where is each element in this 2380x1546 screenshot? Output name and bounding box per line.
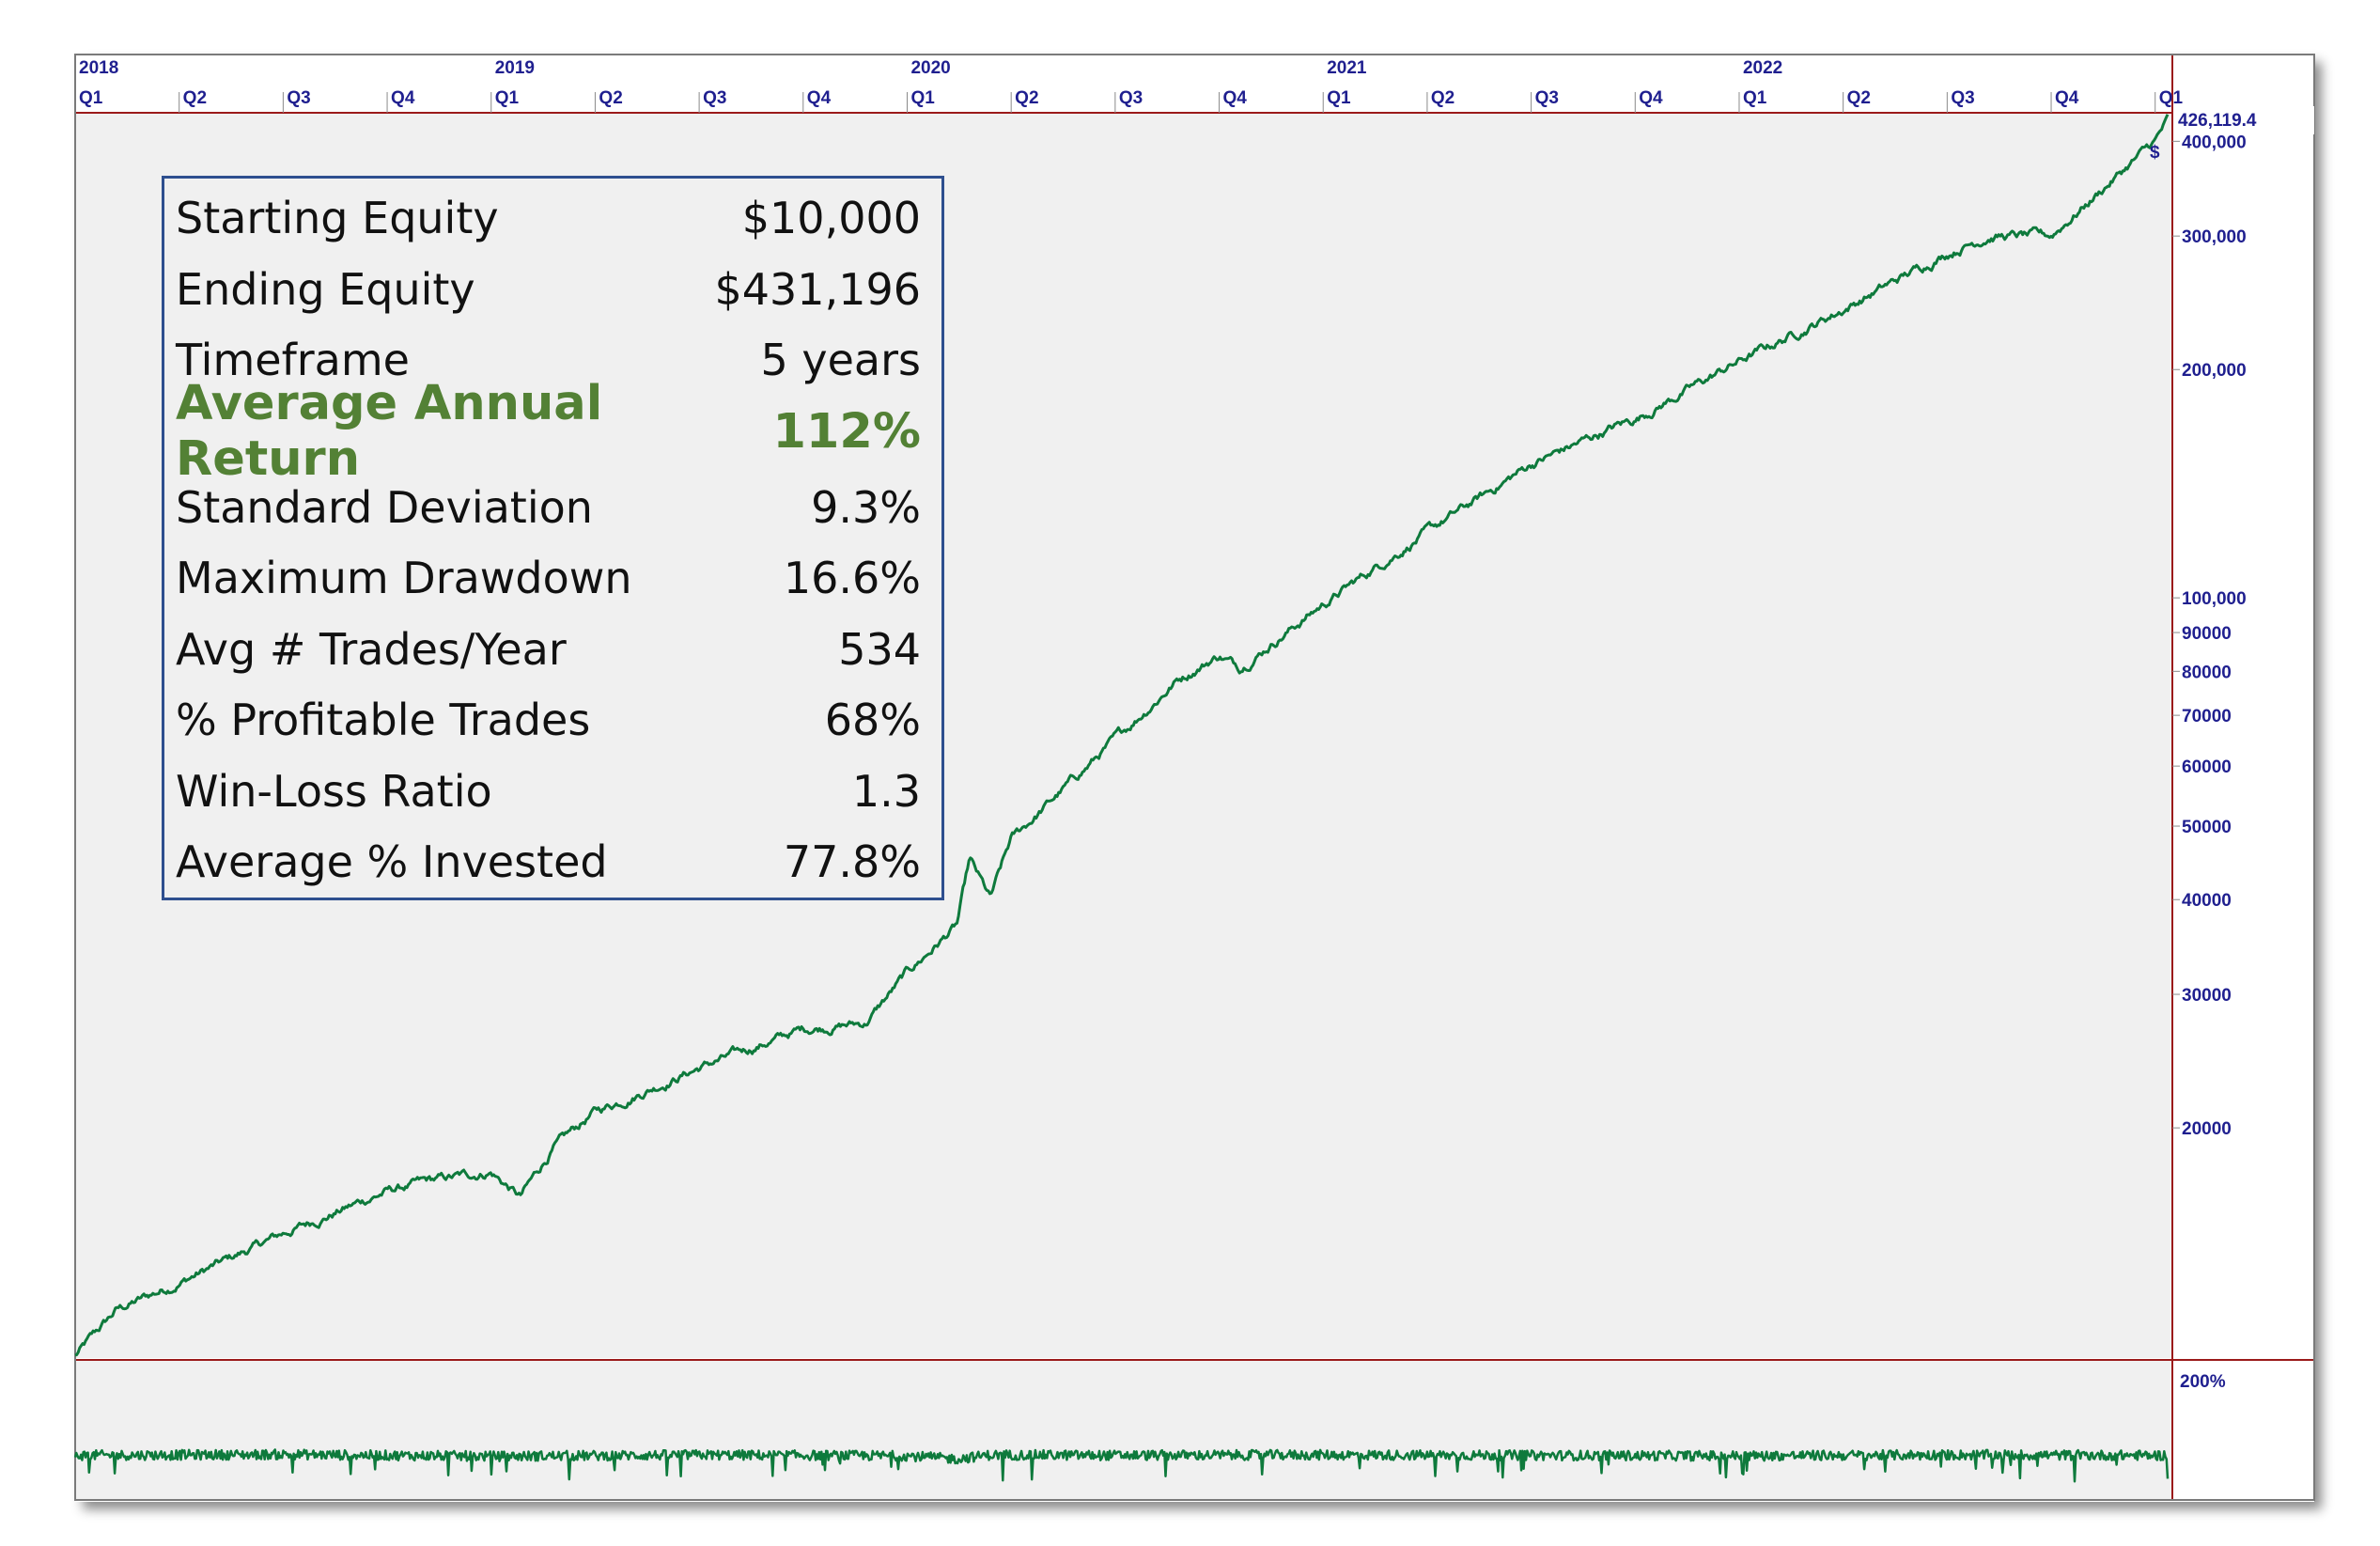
stat-row: Avg # Trades/Year 534 (176, 617, 921, 682)
price-axis: 400,000 300,000 200,000 100,000 90000 80000 70… (2172, 133, 2247, 1139)
year-tick-label: 2018 (79, 58, 118, 78)
stat-value: 16.6% (783, 553, 921, 603)
stat-row: Average Annual Return 112% (176, 376, 921, 487)
performance-summary-box: Starting Equity $10,000 Ending Equity $431,… (162, 176, 944, 900)
time-axis-band (75, 55, 2172, 113)
quarter-tick-label: Q2 (1015, 88, 1038, 108)
year-tick-label: 2022 (1743, 58, 1782, 78)
quarter-tick-label: Q2 (599, 88, 622, 108)
quarter-tick-label: Q3 (1119, 88, 1143, 108)
stat-row: Timeframe 5 years (176, 327, 921, 393)
price-axis-band (2172, 55, 2314, 1502)
stat-value: 1.3 (851, 766, 921, 817)
stat-label: Average % Invested (176, 836, 608, 887)
stat-row: Ending Equity $431,196 (176, 257, 921, 322)
quarter-tick-label: Q1 (2159, 88, 2184, 108)
stat-row: Maximum Drawdown 16.6% (176, 545, 921, 611)
quarter-tick-label: Q4 (391, 88, 415, 108)
currency-marker: $ (2150, 143, 2160, 163)
stat-label: Maximum Drawdown (176, 553, 632, 603)
stat-row: Starting Equity $10,000 (176, 185, 921, 251)
indicator-plot-area (75, 1361, 2172, 1500)
price-tick-label: 90000 (2182, 624, 2232, 644)
last-value-label: 426,119.4 (2178, 111, 2257, 131)
stat-value: $431,196 (714, 264, 922, 315)
quarter-tick-label: Q1 (1327, 88, 1351, 108)
price-tick-label: 400,000 (2182, 133, 2247, 152)
quarter-tick-label: Q3 (1951, 88, 1974, 108)
quarter-tick-label: Q1 (1743, 88, 1767, 108)
last-value-label-bg (2173, 106, 2314, 134)
stat-value: $10,000 (741, 193, 921, 243)
price-tick-label: 20000 (2182, 1119, 2232, 1139)
equity-series (74, 114, 2170, 1357)
stat-label: Avg # Trades/Year (176, 624, 567, 675)
price-tick-label: 300,000 (2182, 227, 2247, 247)
invested-series (73, 1448, 2170, 1483)
stat-value: 68% (824, 695, 921, 745)
indicator-tick-label: 200% (2180, 1372, 2226, 1392)
quarter-tick-label: Q2 (1847, 88, 1871, 108)
quarter-tick-label: Q4 (807, 88, 832, 108)
stat-row: Win-Loss Ratio 1.3 (176, 758, 921, 824)
price-tick-label: 200,000 (2182, 361, 2247, 381)
year-tick-label: 2021 (1327, 58, 1367, 78)
frame-lines (74, 54, 2315, 1501)
quarter-tick-label: Q2 (183, 88, 207, 108)
stat-label: % Profitable Trades (176, 695, 591, 745)
quarter-tick-label: Q3 (1535, 88, 1559, 108)
stat-label: Starting Equity (176, 193, 499, 243)
outer-frame (74, 54, 2315, 1501)
quarter-tick-label: Q2 (1431, 88, 1454, 108)
invested-series-line (73, 1448, 2170, 1483)
quarter-tick-label: Q4 (1223, 88, 1248, 108)
stat-label: Win-Loss Ratio (176, 766, 492, 817)
quarter-tick-label: Q1 (79, 88, 103, 108)
stat-label: Standard Deviation (176, 482, 593, 533)
price-tick-label: 50000 (2182, 818, 2232, 837)
price-tick-label: 70000 (2182, 707, 2232, 726)
stat-value: 534 (838, 624, 921, 675)
price-tick-label: 80000 (2182, 663, 2232, 682)
stat-value: 77.8% (783, 836, 921, 887)
stat-label: Average Annual Return (176, 376, 603, 487)
stat-label: Timeframe (176, 335, 410, 385)
stat-value: 9.3% (811, 482, 921, 533)
price-tick-label: 100,000 (2182, 589, 2247, 609)
quarter-tick-label: Q1 (495, 88, 520, 108)
year-tick-label: 2019 (495, 58, 535, 78)
quarter-tick-label: Q4 (1639, 88, 1663, 108)
price-tick-label: 40000 (2182, 891, 2232, 911)
quarter-tick-label: Q4 (2055, 88, 2079, 108)
stat-value: 112% (772, 403, 921, 460)
quarter-tick-label: Q3 (287, 88, 310, 108)
indicator-axis: 200% (2180, 1372, 2226, 1392)
quarter-tick-label: Q1 (910, 88, 935, 108)
year-tick-label: 2020 (910, 58, 950, 78)
last-value-marker: 426,119.4 $ (2150, 106, 2314, 163)
stat-row: Average % Invested 77.8% (176, 829, 921, 895)
equity-series-line (74, 114, 2170, 1357)
quarter-tick-label: Q3 (703, 88, 726, 108)
stat-label: Ending Equity (176, 264, 475, 315)
price-tick-label: 60000 (2182, 757, 2232, 777)
price-tick-label: 30000 (2182, 986, 2232, 1006)
time-axis: Q1 Q2 Q3 Q4 Q1 Q2 Q3 Q4 Q1 Q2 Q3 Q4 Q1 Q2 Q3 Q4 Q1 Q2 Q3 Q4… (79, 58, 2183, 113)
stat-row: % Profitable Trades 68% (176, 687, 921, 753)
stat-row: Standard Deviation 9.3% (176, 475, 921, 540)
stat-value: 5 years (760, 335, 921, 385)
